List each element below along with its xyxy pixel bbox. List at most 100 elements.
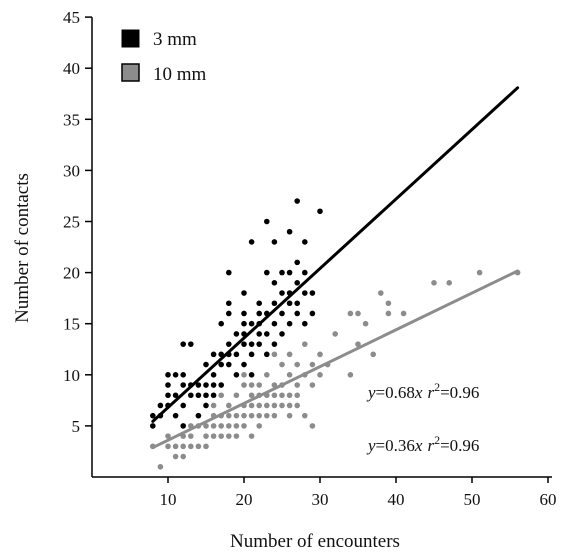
data-point-10mm [226,433,232,439]
data-point-3mm [264,351,270,358]
y-tick-label: 45 [63,8,80,27]
data-point-3mm [180,341,186,347]
data-point-10mm [218,423,224,429]
data-point-3mm [286,290,293,296]
data-point-10mm [241,423,247,429]
data-point-3mm [218,320,224,327]
data-point-10mm [203,443,209,450]
data-point-3mm [309,290,316,296]
data-point-3mm [172,412,179,419]
legend: 3 mm 10 mm [121,29,207,85]
data-point-10mm [294,402,301,409]
data-point-3mm [241,331,247,337]
data-point-3mm [218,382,224,388]
data-point-3mm [165,372,171,378]
data-point-10mm [302,412,308,419]
x-tick-label: 20 [236,490,253,509]
data-point-10mm [256,412,263,419]
data-point-3mm [241,361,247,368]
data-point-10mm [347,310,354,317]
data-point-10mm [195,423,202,429]
data-point-10mm [172,453,179,460]
data-point-10mm [195,443,202,450]
data-point-3mm [286,300,293,307]
data-point-3mm [188,382,194,388]
y-axis-title: Number of contacts [12,173,33,323]
data-point-3mm [165,392,171,399]
data-point-10mm [309,423,316,429]
data-point-3mm [256,320,263,327]
data-point-3mm [150,423,156,429]
data-point-10mm [188,433,194,439]
data-point-3mm [203,361,209,368]
data-point-10mm [256,402,263,409]
data-point-3mm [248,341,255,347]
data-point-10mm [286,392,293,399]
data-point-3mm [233,372,240,378]
data-point-3mm [302,290,308,296]
data-point-10mm [233,433,240,439]
legend-label-10mm: 10 mm [153,64,207,85]
data-point-10mm [241,382,247,388]
y-tick-label: 5 [72,417,81,436]
data-point-3mm [279,269,285,276]
data-point-3mm [264,218,270,225]
data-point-10mm [264,392,270,399]
data-point-10mm [279,402,285,409]
y-tick-label: 40 [63,59,80,78]
data-point-3mm [256,300,263,307]
data-point-10mm [233,412,240,419]
data-point-3mm [271,320,278,327]
data-point-10mm [210,433,217,439]
data-point-10mm [233,392,240,399]
y-tick-label: 30 [63,161,80,180]
data-point-10mm [476,269,483,276]
data-point-3mm [195,382,202,388]
data-point-3mm [294,259,301,266]
data-point-3mm [241,320,247,327]
data-point-3mm [256,331,263,337]
data-point-3mm [264,310,270,317]
data-point-10mm [248,433,255,439]
x-tick-label: 30 [312,490,329,509]
data-point-3mm [195,392,202,399]
data-point-3mm [286,228,293,235]
data-point-3mm [294,280,301,286]
data-point-10mm [264,372,270,378]
data-point-10mm [241,372,247,378]
data-point-10mm [332,331,339,337]
data-point-3mm [210,372,217,378]
data-point-3mm [241,341,247,347]
data-point-3mm [256,341,263,347]
data-point-10mm [271,412,278,419]
data-point-10mm [309,361,316,368]
data-point-3mm [271,300,278,307]
data-point-10mm [241,402,247,409]
data-point-10mm [218,433,224,439]
data-point-3mm [294,198,301,204]
x-tick-label: 40 [388,490,405,509]
data-point-3mm [248,351,255,358]
data-points [150,198,521,470]
data-point-3mm [317,208,323,215]
data-point-10mm [210,402,217,409]
data-point-3mm [210,392,217,399]
data-point-3mm [195,412,202,419]
data-point-3mm [248,239,255,245]
data-point-10mm [294,392,301,399]
data-point-10mm [203,433,209,439]
data-point-10mm [271,382,278,388]
data-point-3mm [180,423,186,429]
data-point-3mm [203,402,209,409]
data-point-3mm [226,269,232,276]
data-point-10mm [180,453,186,460]
data-point-10mm [256,382,263,388]
data-point-10mm [355,341,361,347]
data-point-10mm [294,361,301,368]
x-tick-label: 60 [540,490,557,509]
fit-line-10mm [151,269,520,450]
x-tick-label: 10 [160,490,177,509]
fit-annotation-10mm: y=0.36x r2=0.96 [366,433,479,455]
data-point-10mm [256,392,263,399]
